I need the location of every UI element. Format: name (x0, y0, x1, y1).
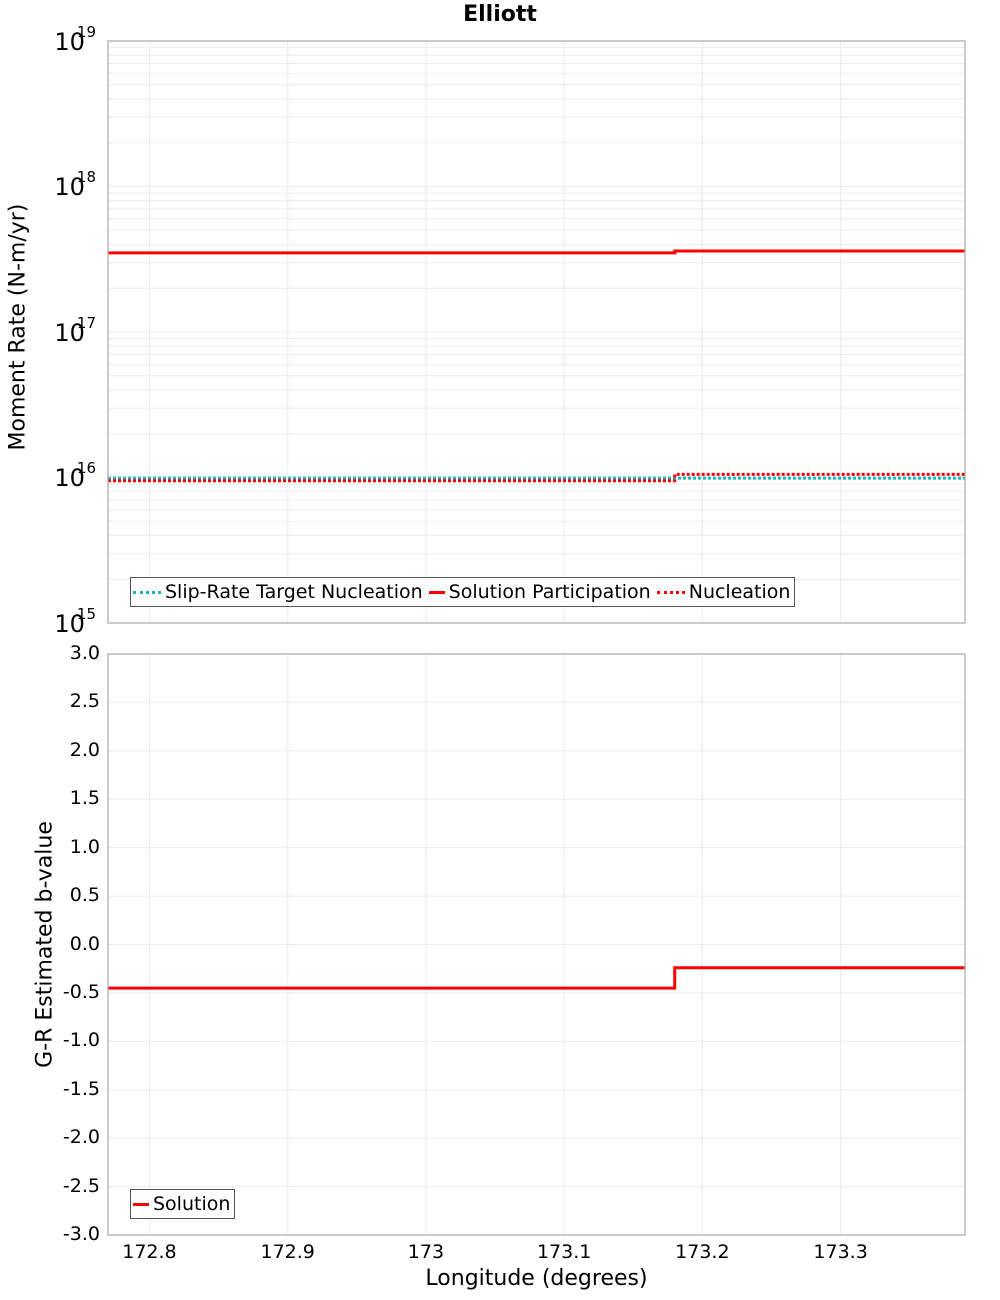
legend-item-solution: Solution (133, 1193, 230, 1215)
series-solution-participation (108, 249, 965, 255)
ytick-bottom-11: -2.5 (62, 1174, 100, 1197)
ytick-bottom-2: 2.0 (69, 738, 100, 761)
ytick-bottom-10: -2.0 (62, 1126, 100, 1149)
legend-label: Solution Participation (448, 581, 651, 603)
chart-title: Elliott (463, 2, 537, 27)
legend-item-solution-participation: Solution Participation (428, 581, 651, 603)
ytick-bottom-5: 0.5 (69, 884, 100, 907)
xtick-4: 173.2 (675, 1241, 730, 1263)
ytick-bottom-12: -3.0 (62, 1223, 100, 1245)
legend-item-nucleation: Nucleation (656, 581, 791, 603)
bottom-series (108, 966, 965, 990)
xtick-0: 172.8 (122, 1241, 177, 1263)
top-y-axis-label: Moment Rate (N-m/yr) (5, 203, 31, 451)
series-solution (108, 966, 965, 990)
ytick-bottom-3: 1.5 (69, 787, 100, 810)
x-axis-label: Longitude (degrees) (425, 1266, 648, 1291)
ytick-bottom-6: 0.0 (69, 932, 100, 955)
ytick-bottom-1: 2.5 (69, 690, 100, 713)
legend-label: Solution (153, 1193, 231, 1215)
legend-item-target-nucleation: Slip-Rate Target Nucleation (133, 581, 423, 603)
xtick-5: 173.3 (813, 1241, 868, 1263)
xtick-1: 172.9 (260, 1241, 315, 1263)
ytick-top-3: 1016 (54, 459, 96, 492)
solid-red-line-icon (133, 1202, 149, 1206)
ytick-bottom-4: 1.0 (69, 835, 100, 858)
ytick-bottom-7: -0.5 (62, 980, 100, 1003)
ytick-bottom-9: -1.5 (62, 1077, 100, 1100)
legend-label: Slip-Rate Target Nucleation (165, 581, 423, 603)
top-series (108, 249, 965, 483)
xtick-2: 173 (407, 1241, 445, 1263)
top-plot-area (107, 40, 966, 624)
xtick-3: 173.1 (536, 1241, 592, 1263)
bottom-legend: Solution (130, 1189, 236, 1219)
dotted-cyan-line-icon (133, 590, 161, 594)
ytick-top-2: 1017 (54, 314, 96, 347)
ytick-top-1: 1018 (54, 168, 96, 201)
top-legend: Slip-Rate Target Nucleation Solution Par… (130, 577, 796, 607)
solid-red-line-icon (428, 590, 445, 594)
ytick-bottom-0: 3.0 (69, 642, 100, 664)
bottom-plot-area (107, 653, 966, 1236)
ytick-bottom-8: -1.0 (62, 1029, 100, 1052)
legend-label: Nucleation (688, 581, 791, 603)
ytick-top-4: 1015 (54, 605, 96, 638)
dotted-red-line-icon (656, 590, 685, 594)
bottom-y-axis-label: G-R Estimated b-value (32, 821, 58, 1068)
ytick-top-0: 1019 (54, 23, 96, 56)
